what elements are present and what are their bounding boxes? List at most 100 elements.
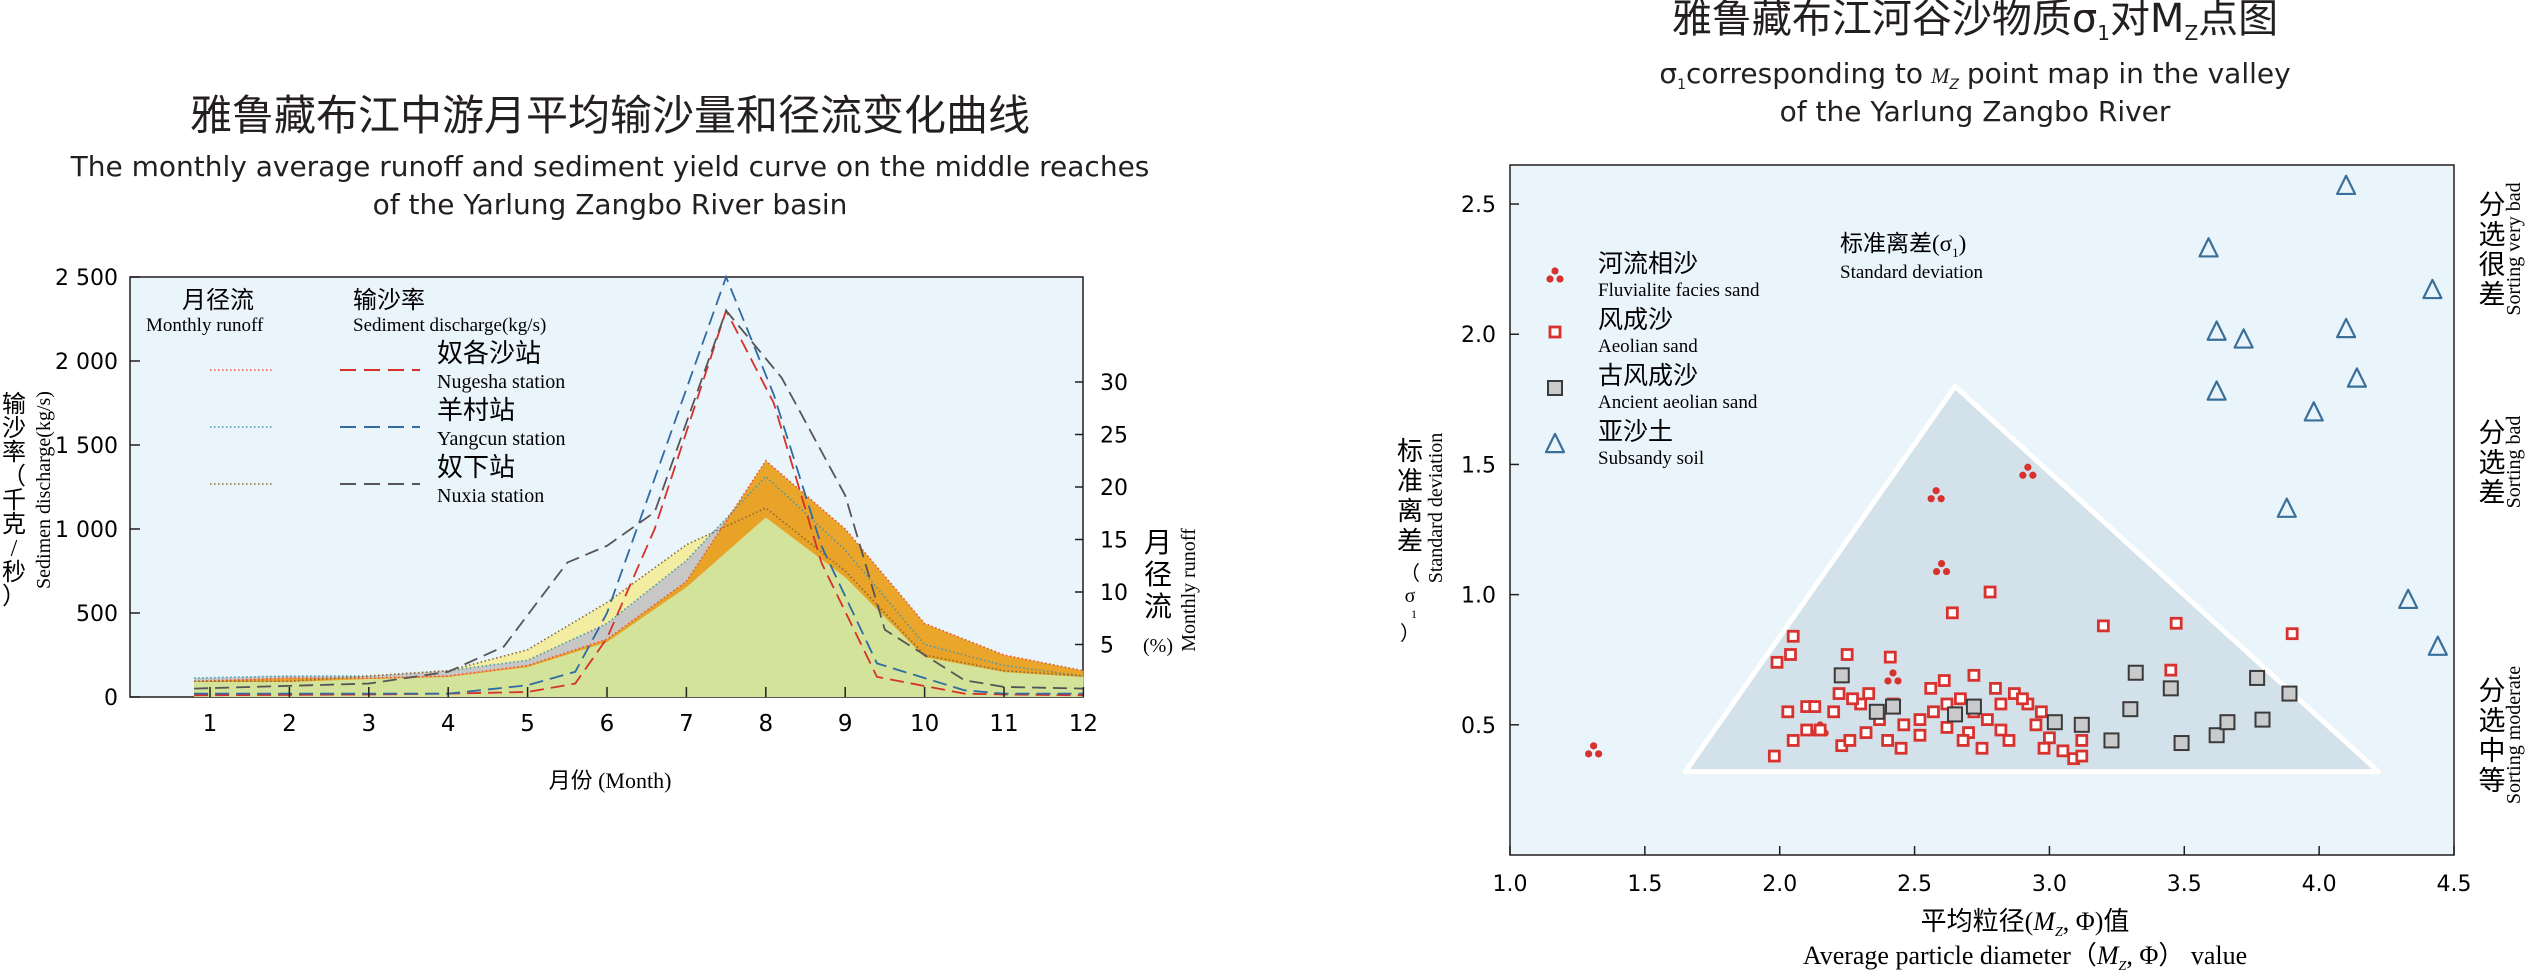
point-aeolian [1983, 585, 1997, 599]
left-ylabel-cn-char: 千 [2, 487, 26, 514]
point-subsandy [2427, 635, 2448, 656]
left-y2-label-cn: 月径流 (%) [1143, 528, 1173, 657]
x-tick-label: 7 [679, 711, 694, 737]
left-y-label-cn: 输沙率（千克/秒） [2, 391, 26, 610]
point-subsandy [2206, 320, 2227, 341]
point-fluvial [1585, 750, 1593, 758]
right-scatter-points [1585, 174, 2448, 766]
legend-label-cn: 风成沙 [1598, 306, 1673, 334]
point-fluvial [1894, 677, 1902, 685]
point-aeolian [2002, 734, 2016, 747]
left-legend: 月径流 Monthly runoff 输沙率 Sediment discharg… [146, 287, 566, 507]
x-tick-label: 2.5 [1897, 872, 1932, 897]
point-aeolian [1989, 681, 2002, 695]
point-subsandy [2398, 588, 2419, 610]
point-aeolian [2096, 619, 2110, 633]
point-fluvial [1595, 750, 1603, 758]
sorting-cn-char: 中 [2479, 736, 2506, 766]
left-y2label-cn-unit: (%) [1143, 635, 1173, 657]
legend-head-runoff-cn: 月径流 [182, 287, 254, 314]
x-tick-label: 2 [282, 711, 297, 737]
legend-label-en: Subsandy soil [1598, 448, 1704, 469]
point-aeolian [1883, 650, 1897, 664]
legend-label-cn: 古风成沙 [1598, 362, 1698, 390]
point-ancient-aeolian [2219, 714, 2236, 731]
x-tick-label: 2.0 [1762, 872, 1797, 897]
sorting-cn-char: 选 [2479, 220, 2506, 250]
left-ylabel-cn-char: 输 [2, 391, 26, 418]
y-tick-label: 0.5 [1461, 714, 1496, 739]
point-aeolian [2285, 627, 2299, 641]
y-tick-label: 2 000 [55, 350, 118, 375]
left-y2label-cn-char: 径 [1144, 559, 1172, 591]
point-aeolian [1770, 655, 1784, 669]
point-aeolian [1954, 692, 1967, 706]
x-tick-label: 5 [520, 711, 535, 737]
left-runoff-areas [194, 460, 1084, 697]
legend-marker-subsandy [1544, 432, 1566, 454]
right-ylabel-cn-paren: ） [1400, 622, 1420, 645]
point-ancient-aeolian [2208, 727, 2225, 744]
point-subsandy [2233, 328, 2254, 349]
left-y2-label-en: Monthly runoff [1178, 528, 1200, 652]
point-aeolian [1937, 674, 1951, 687]
right-ylabel-cn-char: 准 [1397, 467, 1423, 496]
legend-label-en: Aeolian sand [1598, 336, 1698, 357]
point-ancient-aeolian [2103, 732, 2120, 749]
sorting-cn-char: 选 [2479, 706, 2506, 736]
point-aeolian [2043, 731, 2056, 745]
point-aeolian [1813, 723, 1827, 737]
right-ylabel-cn-sigma: σ [1405, 585, 1416, 607]
legend-head-runoff-en: Monthly runoff [146, 315, 264, 336]
left-chart: 雅鲁藏布江中游月平均输沙量和径流变化曲线 The monthly average… [2, 91, 1200, 793]
point-aeolian [1956, 734, 1970, 747]
x-tick-label: 6 [600, 711, 615, 737]
runoff-line-奴各沙站 [194, 459, 1084, 683]
runoff-line-羊村站 [194, 475, 1084, 679]
point-aeolian [2037, 741, 2051, 755]
left-y2-axis: 5 10 15 20 25 30 [1075, 371, 1128, 659]
legend-marker-fluvial [1551, 267, 1559, 275]
point-aeolian [2075, 749, 2089, 763]
point-ancient-aeolian [2249, 669, 2266, 686]
right-ylabel-cn-paren: （ [1400, 562, 1420, 585]
legend-marker-fluvial [1546, 275, 1554, 283]
legend-marker-ancient [1547, 380, 1563, 396]
inner-label-en: Standard deviation [1840, 262, 1983, 283]
y2-tick-label: 15 [1100, 529, 1128, 554]
point-ancient-aeolian [2254, 711, 2271, 728]
left-x-axis: 1 2 3 4 5 6 7 8 9 10 11 12 [203, 687, 1098, 737]
point-ancient-aeolian [2162, 680, 2179, 697]
point-ancient-aeolian [2073, 716, 2090, 733]
right-title-en-2: of the Yarlung Zangbo River [1780, 95, 2171, 128]
right-y-axis: 0.5 1.0 1.5 2.0 2.5 [1461, 193, 1519, 739]
point-aeolian [2034, 705, 2048, 719]
x-tick-label: 3.0 [2032, 872, 2067, 897]
point-aeolian [1859, 726, 1873, 740]
point-aeolian [2016, 692, 2029, 706]
point-aeolian [1897, 718, 1911, 732]
sorting-cn-char: 差 [2479, 280, 2506, 310]
inner-axis-label: 标准离差(σ1) Standard deviation [1840, 231, 1983, 283]
runoff-line-奴下站 [194, 507, 1084, 683]
point-ancient-aeolian [1947, 706, 1964, 723]
y2-tick-label: 20 [1100, 476, 1128, 501]
x-tick-label: 1 [203, 711, 218, 737]
point-aeolian [1940, 721, 1954, 734]
point-aeolian [1894, 741, 1908, 755]
point-ancient-aeolian [1965, 698, 1982, 715]
left-ylabel-cn-char: 克 [2, 511, 26, 538]
y2-tick-label: 30 [1100, 371, 1128, 396]
right-ylabel-cn-sub: 1 [1411, 607, 1417, 621]
point-aeolian [2056, 744, 2070, 758]
point-fluvial [1942, 567, 1951, 576]
point-aeolian [1927, 705, 1940, 719]
y-tick-label: 1 500 [55, 434, 118, 459]
legend-station-en: Nuxia station [437, 485, 544, 507]
point-aeolian [1913, 713, 1927, 727]
point-fluvial [1889, 669, 1897, 677]
y2-tick-label: 10 [1100, 581, 1128, 606]
legend-marker-aeolian [1548, 325, 1562, 339]
y-tick-label: 2.0 [1461, 323, 1496, 348]
right-y-label-cn: 标准离差 （σ1） [1397, 437, 1423, 645]
